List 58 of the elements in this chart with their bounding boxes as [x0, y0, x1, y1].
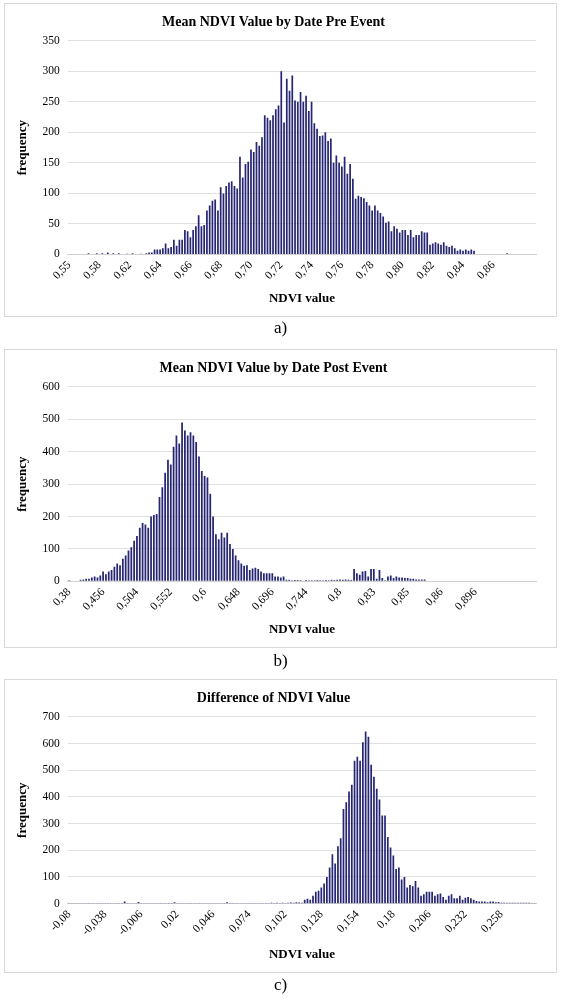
x-tick-label: 0,80 — [383, 258, 407, 282]
x-tick-label: 0,66 — [171, 258, 195, 282]
y-tick-label: 200 — [42, 509, 61, 522]
y-tick-label: 300 — [42, 477, 61, 490]
y-tick-label: 0 — [54, 574, 61, 587]
chart-title: Mean NDVI Value by Date Pre Event — [162, 14, 386, 30]
x-tick-label: 0,86 — [422, 585, 446, 609]
y-tick-label: 0 — [54, 247, 61, 260]
x-tick-label: 0,86 — [474, 258, 498, 282]
chart-title: Difference of NDVI Value — [196, 690, 351, 706]
x-tick-label: 0,68 — [201, 258, 226, 282]
y-axis-title: frequency — [14, 455, 30, 512]
text: a) — [272, 318, 289, 338]
y-tick-label: 0 — [54, 896, 61, 909]
y-tick-label: 150 — [42, 155, 61, 168]
x-axis-title: NDVI value — [268, 945, 336, 961]
x-tick-label: 0,84 — [443, 258, 468, 282]
x-tick-label: 0,85 — [388, 585, 413, 609]
y-tick-label: 500 — [42, 763, 61, 776]
x-tick-label: 0,8 — [324, 585, 345, 605]
y-tick-label: 100 — [42, 186, 61, 199]
y-tick-label: 700 — [42, 709, 61, 722]
x-tick-label: 0,6 — [189, 585, 210, 605]
x-tick-label: 0,62 — [110, 258, 135, 282]
x-tick-label: 0,70 — [231, 258, 256, 282]
x-tick-label: 0,74 — [292, 258, 316, 282]
y-tick-label: 300 — [42, 64, 61, 77]
y-tick-label: 250 — [42, 94, 61, 107]
text: b) — [272, 651, 289, 671]
y-tick-label: 600 — [42, 379, 61, 392]
x-tick-label: 0,55 — [50, 258, 74, 282]
x-tick-label: 0,78 — [352, 258, 377, 282]
y-tick-label: 100 — [42, 541, 61, 554]
x-axis-title: NDVI value — [268, 620, 336, 636]
x-tick-label: 0,64 — [140, 258, 165, 282]
x-tick-label: 0,83 — [354, 585, 379, 609]
y-tick-label: 300 — [42, 816, 61, 829]
y-axis-title: frequency — [14, 119, 30, 176]
x-tick-label: 0,38 — [50, 585, 74, 609]
y-tick-label: 200 — [42, 125, 61, 138]
x-tick-label: 0,02 — [158, 907, 182, 931]
x-axis-title: NDVI value — [268, 289, 336, 305]
y-tick-label: 600 — [42, 736, 61, 749]
y-tick-label: 500 — [42, 412, 61, 425]
y-tick-label: 100 — [42, 869, 61, 882]
y-axis-title: frequency — [14, 782, 30, 838]
y-tick-label: 350 — [42, 33, 61, 46]
y-tick-label: 400 — [42, 444, 61, 457]
y-tick-label: 200 — [42, 843, 61, 856]
x-tick-label: 0,82 — [413, 258, 438, 282]
chart-title: Mean NDVI Value by Date Post Event — [159, 360, 388, 376]
x-tick-label: 0,18 — [374, 907, 398, 931]
y-tick-label: 400 — [42, 789, 61, 802]
x-tick-label: 0,58 — [80, 258, 104, 282]
y-tick-label: 50 — [48, 216, 61, 229]
text: c) — [272, 975, 289, 995]
x-tick-label: 0,76 — [322, 258, 347, 282]
x-tick-label: 0,72 — [262, 258, 286, 282]
